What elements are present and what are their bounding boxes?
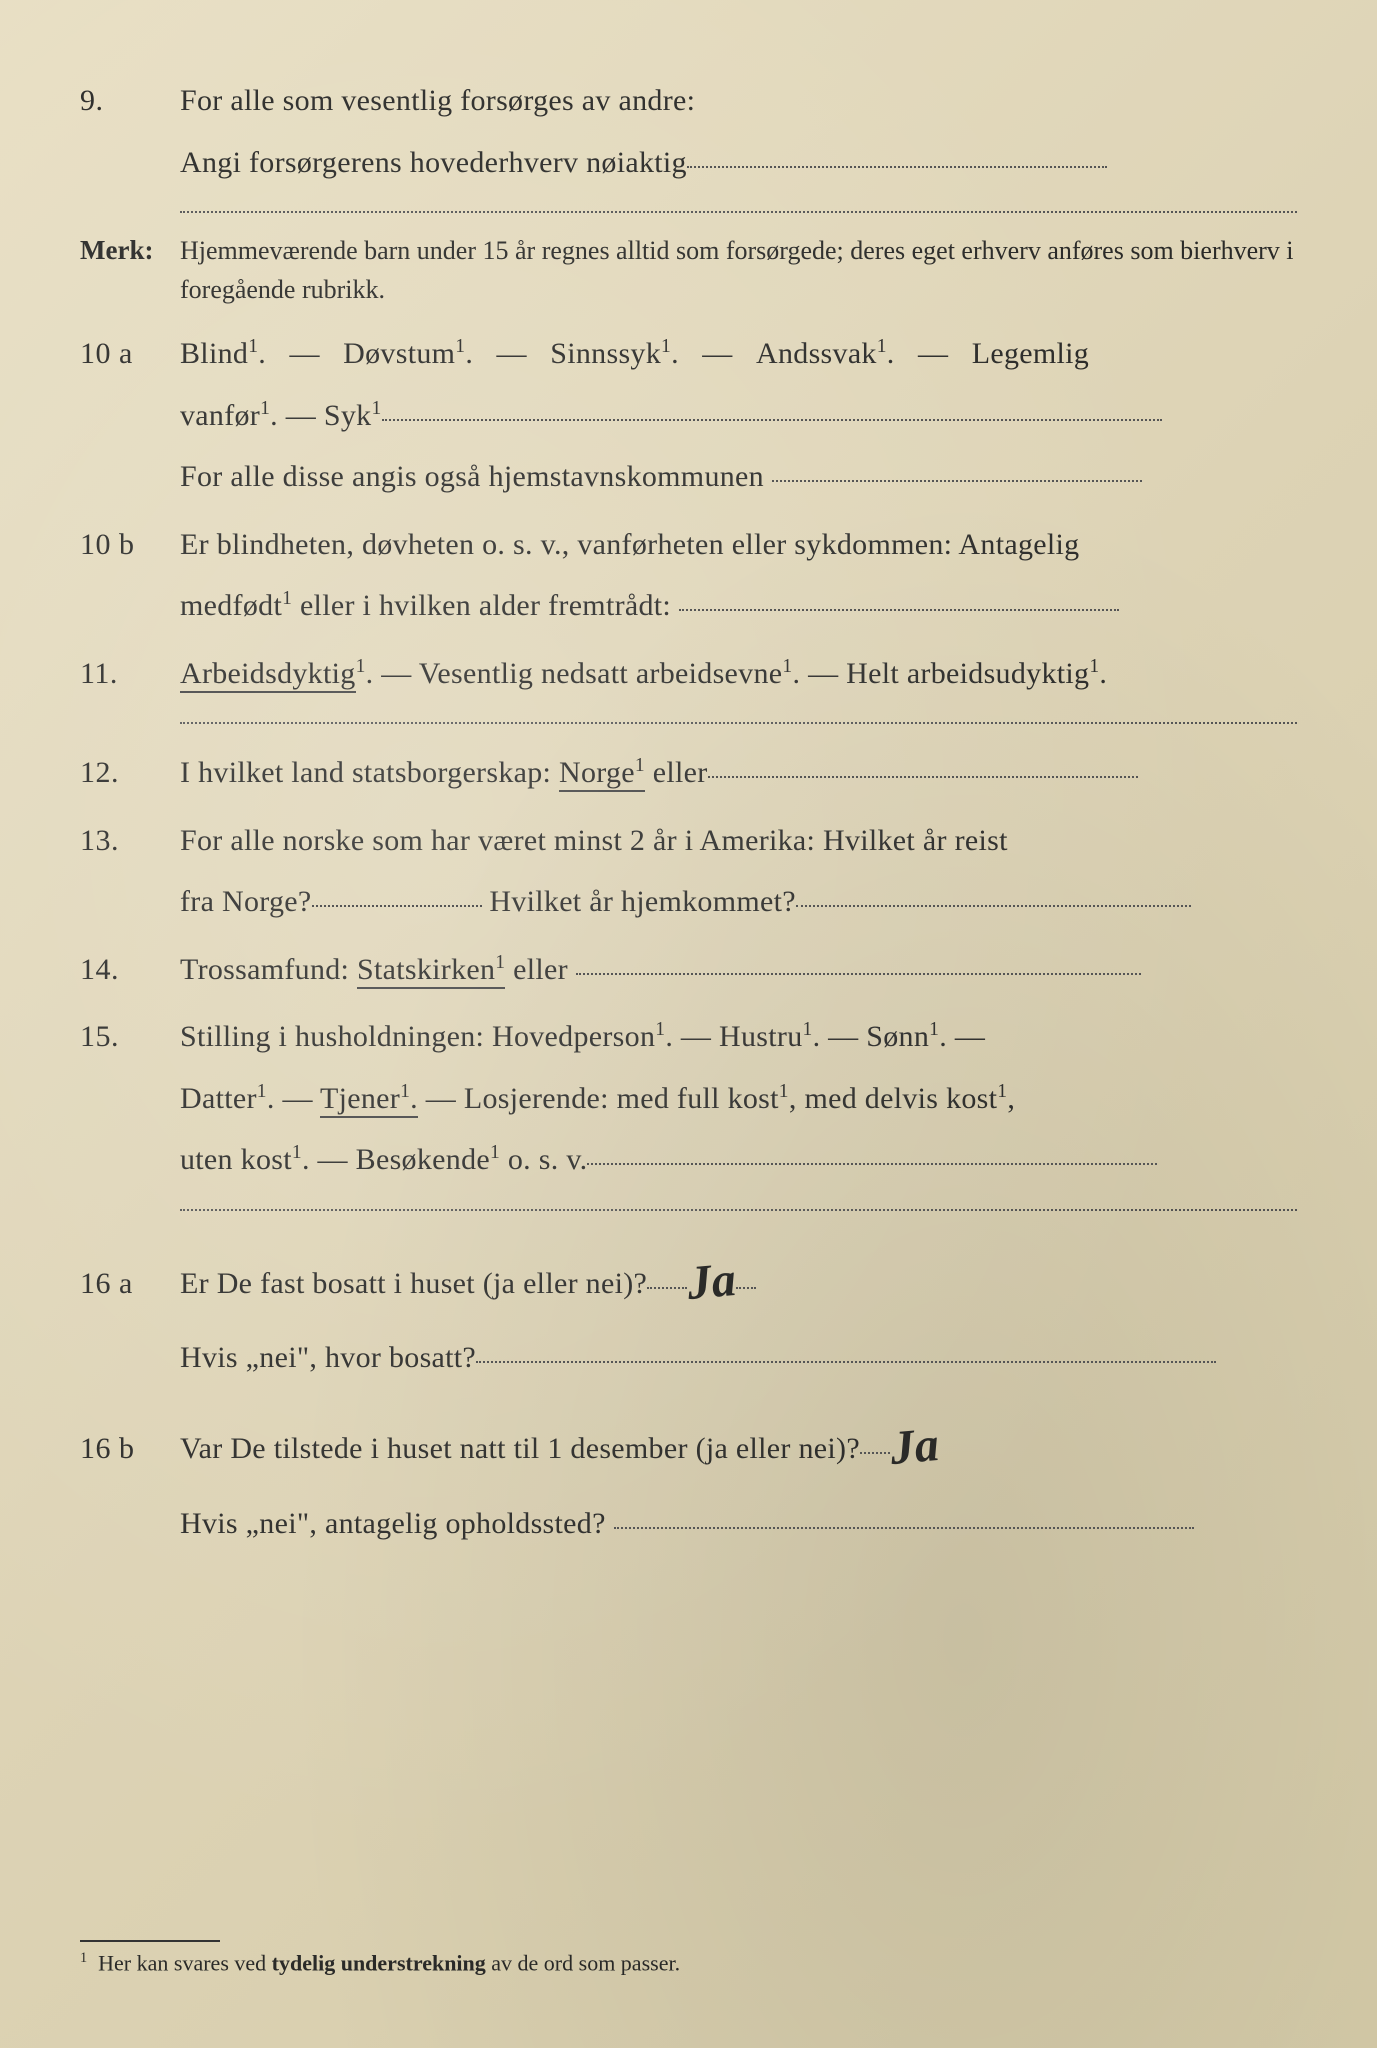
q16b-answer-handwritten: Ja [886, 1396, 943, 1498]
q13-line1: For alle norske som har været minst 2 år… [180, 824, 1008, 857]
fill-line [587, 1163, 1157, 1165]
q9-line2: Angi forsørgerens hovederhverv nøiaktig [180, 146, 687, 179]
q12-number: 12. [80, 756, 180, 790]
question-10b: 10 b Er blindheten, døvheten o. s. v., v… [80, 514, 1297, 637]
q14-content: Trossamfund: Statskirken1 eller [180, 939, 1297, 1001]
q12-content: I hvilket land statsborgerskap: Norge1 e… [180, 742, 1297, 804]
q13-content: For alle norske som har været minst 2 år… [180, 810, 1297, 933]
q10a-line3: For alle disse angis også hjemstavnskomm… [180, 460, 764, 493]
q15-dash2: — [275, 1082, 320, 1115]
q16a-content: Er De fast bosatt i huset (ja eller nei)… [180, 1229, 1297, 1389]
q16a-answer-handwritten: Ja [683, 1231, 740, 1333]
question-15: 15. Stilling i husholdningen: Hovedperso… [80, 1006, 1297, 1191]
q12-text1: I hvilket land statsborgerskap: [180, 756, 559, 789]
q10a-opt3: Sinnssyk [550, 337, 661, 370]
merk-row: Merk: Hjemmeværende barn under 15 år reg… [80, 231, 1297, 309]
footnote-marker: 1 [80, 1950, 87, 1966]
fill-line [614, 1527, 1194, 1529]
q13-line2a: fra Norge? [180, 885, 312, 918]
q15-datter: Datter [180, 1082, 257, 1115]
q16a-number: 16 a [80, 1267, 180, 1301]
fill-line [476, 1361, 1216, 1363]
q10b-line1: Er blindheten, døvheten o. s. v., vanfør… [180, 528, 1079, 561]
q13-line2b: Hvilket år hjemkommet? [489, 885, 796, 918]
question-10a: 10 a Blind1. — Døvstum1. — Sinnssyk1. — … [80, 323, 1297, 508]
q10b-content: Er blindheten, døvheten o. s. v., vanfør… [180, 514, 1297, 637]
q11-number: 11. [80, 657, 180, 691]
fill-line [860, 1452, 890, 1454]
fill-line [679, 609, 1119, 611]
q16b-line2: Hvis „nei", antagelig opholdssted? [180, 1507, 606, 1540]
question-9: 9. For alle som vesentlig forsørges av a… [80, 70, 1297, 193]
footnote-rule [80, 1940, 220, 1942]
q15-tjener: Tjener [320, 1082, 400, 1115]
q10a-opt5: Legemlig [972, 337, 1089, 370]
q10b-number: 10 b [80, 528, 180, 562]
divider [180, 211, 1297, 213]
q15-losjerende: — Losjerende: med full kost [418, 1082, 779, 1115]
q15-delvis: , med delvis kost [789, 1082, 997, 1115]
q15-number: 15. [80, 1020, 180, 1054]
fill-line [576, 973, 1141, 975]
fill-line [647, 1287, 687, 1289]
divider [180, 722, 1297, 724]
fill-line [708, 776, 1138, 778]
q10a-vanfor: vanfør [180, 399, 260, 432]
q11-arbeidsdyktig: Arbeidsdyktig [180, 657, 356, 693]
fill-line [772, 480, 1142, 482]
q10a-content: Blind1. — Døvstum1. — Sinnssyk1. — Andss… [180, 323, 1297, 508]
question-13: 13. For alle norske som har været minst … [80, 810, 1297, 933]
fill-line [687, 166, 1107, 168]
divider [180, 1209, 1297, 1211]
q9-number: 9. [80, 84, 180, 118]
fill-line [382, 419, 1162, 421]
q10a-number: 10 a [80, 337, 180, 371]
q15-besokende: — Besøkende [310, 1143, 490, 1176]
q16a-line1: Er De fast bosatt i huset (ja eller nei)… [180, 1267, 647, 1300]
q9-content: For alle som vesentlig forsørges av andr… [180, 70, 1297, 193]
q15-sonn: — Sønn [820, 1020, 929, 1053]
q15-dash: — [947, 1020, 985, 1053]
merk-label: Merk: [80, 235, 180, 266]
question-16a: 16 a Er De fast bosatt i huset (ja eller… [80, 1229, 1297, 1389]
q15-hustru: — Hustru [673, 1020, 802, 1053]
q10a-opt4: Andssvak [756, 337, 877, 370]
fill-line [796, 905, 1191, 907]
q14-statskirken: Statskirken [357, 953, 495, 986]
q11-content: Arbeidsdyktig1. — Vesentlig nedsatt arbe… [180, 643, 1297, 705]
q16b-content: Var De tilstede i huset natt til 1 desem… [180, 1394, 1297, 1554]
question-11: 11. Arbeidsdyktig1. — Vesentlig nedsatt … [80, 643, 1297, 705]
q12-text2: eller [645, 756, 708, 789]
fill-line [736, 1287, 756, 1289]
q10b-line2b: eller i hvilken alder fremtrådt: [292, 589, 671, 622]
q16b-line1: Var De tilstede i huset natt til 1 desem… [180, 1432, 860, 1465]
q14-text2: eller [505, 953, 568, 986]
q11-opt3: — Helt arbeidsudyktig [800, 657, 1089, 690]
q10b-medfodt: medfødt [180, 589, 282, 622]
q10a-opt2: Døvstum [343, 337, 455, 370]
q15-content: Stilling i husholdningen: Hovedperson1. … [180, 1006, 1297, 1191]
q15-utenkost: uten kost [180, 1143, 292, 1176]
footnote: 1 Her kan svares ved tydelig understrekn… [80, 1950, 1297, 1976]
footnote-text: Her kan svares ved tydelig understreknin… [98, 1951, 680, 1976]
fill-line [312, 905, 482, 907]
question-12: 12. I hvilket land statsborgerskap: Norg… [80, 742, 1297, 804]
q9-line1: For alle som vesentlig forsørges av andr… [180, 84, 695, 117]
q10a-syk: Syk [324, 399, 372, 432]
q16a-line2: Hvis „nei", hvor bosatt? [180, 1341, 476, 1374]
question-16b: 16 b Var De tilstede i huset natt til 1 … [80, 1394, 1297, 1554]
merk-text: Hjemmeværende barn under 15 år regnes al… [180, 231, 1297, 309]
q14-text1: Trossamfund: [180, 953, 357, 986]
q11-mid: — Vesentlig nedsatt arbeidsevne [373, 657, 782, 690]
q10a-opt1: Blind [180, 337, 248, 370]
document-page: 9. For alle som vesentlig forsørges av a… [0, 0, 1377, 2048]
question-14: 14. Trossamfund: Statskirken1 eller [80, 939, 1297, 1001]
q13-number: 13. [80, 824, 180, 858]
q16b-number: 16 b [80, 1432, 180, 1466]
q15-osv: o. s. v. [500, 1143, 587, 1176]
q14-number: 14. [80, 953, 180, 987]
q12-norge: Norge [559, 756, 635, 789]
spacer [80, 1560, 1297, 1840]
q15-hovedperson: Stilling i husholdningen: Hovedperson [180, 1020, 655, 1053]
